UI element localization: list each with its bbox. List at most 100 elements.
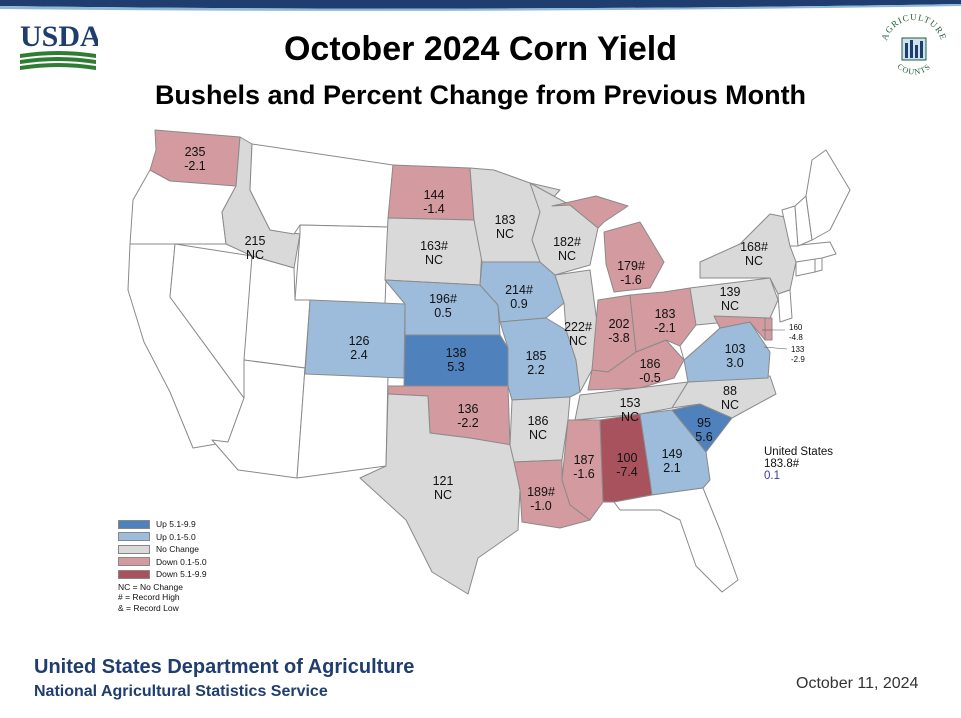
state-yield-south-carolina: 95 (697, 416, 711, 430)
state-shapes (127, 129, 851, 595)
state-change-iowa: 0.9 (510, 297, 527, 311)
state-change-indiana: -3.8 (608, 331, 630, 345)
nass-agriculture-counts-logo: AGRICULTURE COUNTS (879, 12, 948, 77)
state-yield-oklahoma: 136 (458, 402, 479, 416)
state-new-mexico (296, 367, 389, 479)
state-yield-alabama: 100 (617, 451, 638, 465)
state-change-alabama: -7.4 (616, 465, 638, 479)
state-yield-idaho: 215 (245, 234, 266, 248)
state-change-virginia: 3.0 (726, 356, 743, 370)
state-yield-washington: 235 (185, 145, 206, 159)
state-yield-illinois: 222# (564, 320, 592, 334)
state-yield-pennsylvania: 139 (720, 285, 741, 299)
legend-swatch (118, 557, 150, 567)
header-swoosh (0, 0, 961, 11)
state-pennsylvania (689, 277, 779, 326)
state-yield-michigan: 179# (617, 259, 645, 273)
legend-item-no-change: No Change (118, 543, 207, 556)
state-yield-delaware: 133 (791, 345, 805, 354)
state-change-nebraska: 0.5 (434, 306, 451, 320)
legend-item-up-low: Up 0.1-5.0 (118, 531, 207, 544)
state-texas (359, 393, 521, 595)
legend-note: # = Record High (118, 592, 180, 602)
legend-swatch (118, 532, 150, 542)
state-maine (805, 149, 851, 241)
state-massachusetts (789, 241, 837, 263)
state-north-carolina (671, 375, 777, 419)
footer-agency: National Agricultural Statistics Service (34, 683, 328, 700)
legend-label: Up 5.1-9.9 (156, 519, 196, 530)
state-change-wisconsin: NC (558, 249, 576, 263)
us-summary-yield: 183.8# (764, 458, 800, 470)
state-new-jersey (777, 289, 793, 323)
legend-label: Down 0.1-5.0 (156, 556, 207, 567)
footer-department: United States Department of Agriculture (34, 656, 415, 678)
state-change-tennessee: NC (621, 410, 639, 424)
legend-swatch (118, 519, 150, 529)
state-change-delaware: -2.9 (791, 355, 805, 364)
de-leader-line (763, 346, 788, 350)
state-yield-north-dakota: 144 (424, 188, 445, 202)
state-yield-louisiana: 189# (527, 485, 555, 499)
legend-label: Up 0.1-5.0 (156, 531, 196, 542)
state-yield-north-carolina: 88 (723, 384, 737, 398)
state-yield-indiana: 202 (609, 317, 630, 331)
state-change-new-york: NC (745, 254, 763, 268)
release-date: October 11, 2024 (796, 675, 919, 692)
state-change-minnesota: NC (496, 227, 514, 241)
state-montana (249, 143, 394, 235)
state-yield-minnesota: 183 (495, 213, 516, 227)
legend-swatch (118, 544, 150, 554)
state-change-louisiana: -1.0 (530, 499, 552, 513)
state-yield-virginia: 103 (725, 342, 746, 356)
state-illinois (554, 269, 599, 393)
legend-label: Down 5.1-9.9 (156, 569, 207, 580)
state-change-missouri: 2.2 (527, 363, 544, 377)
state-wyoming (294, 224, 389, 305)
state-yield-kansas: 138 (446, 346, 467, 360)
legend-swatch (118, 569, 150, 579)
state-change-mississippi: -1.6 (573, 467, 595, 481)
state-change-kentucky: -0.5 (639, 371, 661, 385)
state-yield-colorado: 126 (349, 334, 370, 348)
page-title: October 2024 Corn Yield (283, 30, 678, 68)
state-delaware (764, 317, 773, 341)
state-labels: 235-2.1215NC1262.4144-1.4163#NC196#0.513… (184, 145, 805, 513)
state-change-kansas: 5.3 (447, 360, 464, 374)
state-change-north-dakota: -1.4 (423, 202, 445, 216)
state-change-south-dakota: NC (425, 253, 443, 267)
state-yield-new-york: 168# (740, 240, 768, 254)
state-yield-maryland: 160 (789, 323, 803, 332)
state-tennessee (574, 381, 689, 421)
state-change-michigan: -1.6 (620, 273, 642, 287)
state-yield-mississippi: 187 (574, 453, 595, 467)
state-missouri (499, 317, 581, 401)
usda-logo: USDA (20, 20, 98, 70)
state-yield-arkansas: 186 (528, 414, 549, 428)
state-yield-south-dakota: 163# (420, 239, 448, 253)
state-change-pennsylvania: NC (721, 299, 739, 313)
state-change-idaho: NC (246, 248, 264, 262)
state-yield-missouri: 185 (526, 349, 547, 363)
us-summary: United States 183.8# 0.1 (764, 446, 833, 482)
page-subtitle: Bushels and Percent Change from Previous… (154, 80, 807, 110)
legend-item-down-low: Down 0.1-5.0 (118, 556, 207, 569)
state-yield-iowa: 214# (505, 283, 533, 297)
state-change-illinois: NC (569, 334, 587, 348)
state-yield-kentucky: 186 (640, 357, 661, 371)
state-florida (613, 487, 739, 593)
state-yield-tennessee: 153 (620, 396, 641, 410)
us-summary-change: 0.1 (764, 470, 780, 482)
state-maryland (713, 315, 771, 341)
state-change-arkansas: NC (529, 428, 547, 442)
state-yield-nebraska: 196# (429, 292, 457, 306)
legend-note: & = Record Low (118, 602, 179, 613)
us-summary-label: United States (764, 446, 834, 458)
state-change-washington: -2.1 (184, 159, 206, 173)
state-change-south-carolina: 5.6 (695, 430, 712, 444)
state-michigan (551, 195, 665, 293)
legend-notes: NC = No Change # = Record High & = Recor… (118, 582, 207, 614)
state-yield-ohio: 183 (655, 307, 676, 321)
state-south-dakota (384, 217, 483, 286)
